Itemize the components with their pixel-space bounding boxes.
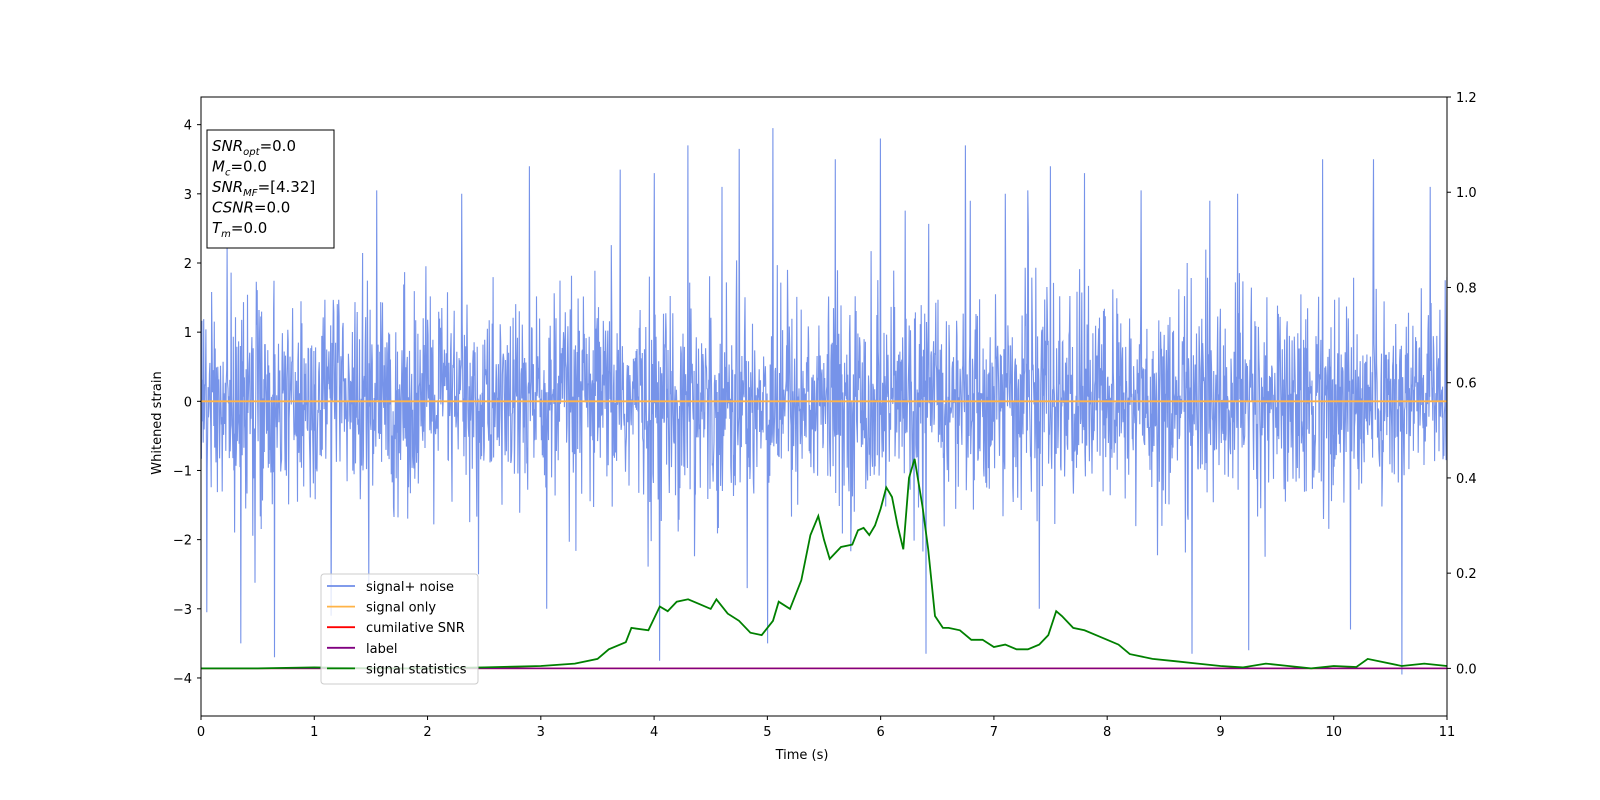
x-tick-label: 4 [650,725,658,740]
x-tick-label: 10 [1325,725,1342,740]
annotation-line: CSNR=0.0 [212,199,290,217]
x-tick-label: 8 [1103,725,1111,740]
axes: 0 1 2 3 4 5 6 7 8 9 10 1143210−1−2−3−41.21.00.80.60… [173,91,1477,740]
x-axis-label: Time (s) [775,748,829,763]
annotation-value: =0.0 [231,219,267,237]
legend-label: label [366,642,397,657]
annotation-line: Tm=0.0 [212,219,267,240]
y2-tick-label: 0.4 [1456,472,1477,487]
annotation-line: SNRMF=[4.32] [212,178,315,199]
y2-tick-label: 1.2 [1456,91,1477,106]
y-tick-label: 2 [184,257,192,272]
axes-frame [200,96,1448,717]
annotation-value: =0.0 [230,158,266,176]
x-tick-label: 3 [537,725,545,740]
y2-tick-label: 0.2 [1456,567,1477,582]
x-tick-label: 5 [763,725,771,740]
annotation-value: =0.0 [260,137,296,155]
y-tick-label: −3 [173,603,192,618]
legend-label: signal+ noise [366,580,454,595]
x-tick-label: 11 [1439,725,1456,740]
y-tick-label: 1 [184,326,192,341]
annotation-symbol: M [212,158,225,176]
annotation-value: =[4.32] [258,178,316,196]
annotation-box: SNRopt=0.0Mc=0.0SNRMF=[4.32]CSNR=0.0Tm=0… [206,129,335,249]
annotation-symbol: SNR [212,178,243,196]
y-tick-label: −1 [173,464,192,479]
y2-tick-label: 0.8 [1456,281,1477,296]
x-tick-label: 6 [876,725,884,740]
annotation-symbol: T [212,219,223,237]
annotation-value: =0.0 [254,199,290,217]
y-tick-label: 3 [184,188,192,203]
y-tick-label: 4 [184,119,192,134]
annotation-subscript: opt [243,147,260,158]
legend: signal+ noise signal only cumilative SNR la… [320,573,479,685]
annotation-box-frame [206,129,335,249]
y2-tick-label: 0.0 [1456,662,1477,677]
y-tick-label: −2 [173,534,192,549]
series-line-signal-statistics [201,458,1447,670]
x-tick-label: 2 [423,725,431,740]
annotation-symbol: CSNR [212,199,254,217]
annotation-subscript: m [221,229,231,240]
annotation-subscript: c [225,168,231,179]
y-tick-label: −4 [173,672,192,687]
x-tick-label: 1 [310,725,318,740]
series-line-signal-noise [201,128,1447,675]
y-tick-label: 0 [184,395,192,410]
y2-tick-label: 1.0 [1456,186,1477,201]
annotation-symbol: SNR [212,137,243,155]
legend-label: cumilative SNR [366,621,465,636]
x-tick-label: 0 [197,725,205,740]
legend-label: signal statistics [366,662,467,677]
legend-frame [320,573,479,685]
annotation-subscript: MF [243,188,258,199]
annotation-line: Mc=0.0 [212,158,267,179]
y-axis-label: Whitened strain [150,371,165,474]
annotation-line: SNRopt=0.0 [212,137,296,158]
y2-tick-label: 0.6 [1456,377,1477,392]
x-tick-label: 7 [990,725,998,740]
x-tick-label: 9 [1216,725,1224,740]
legend-label: signal only [366,601,436,616]
